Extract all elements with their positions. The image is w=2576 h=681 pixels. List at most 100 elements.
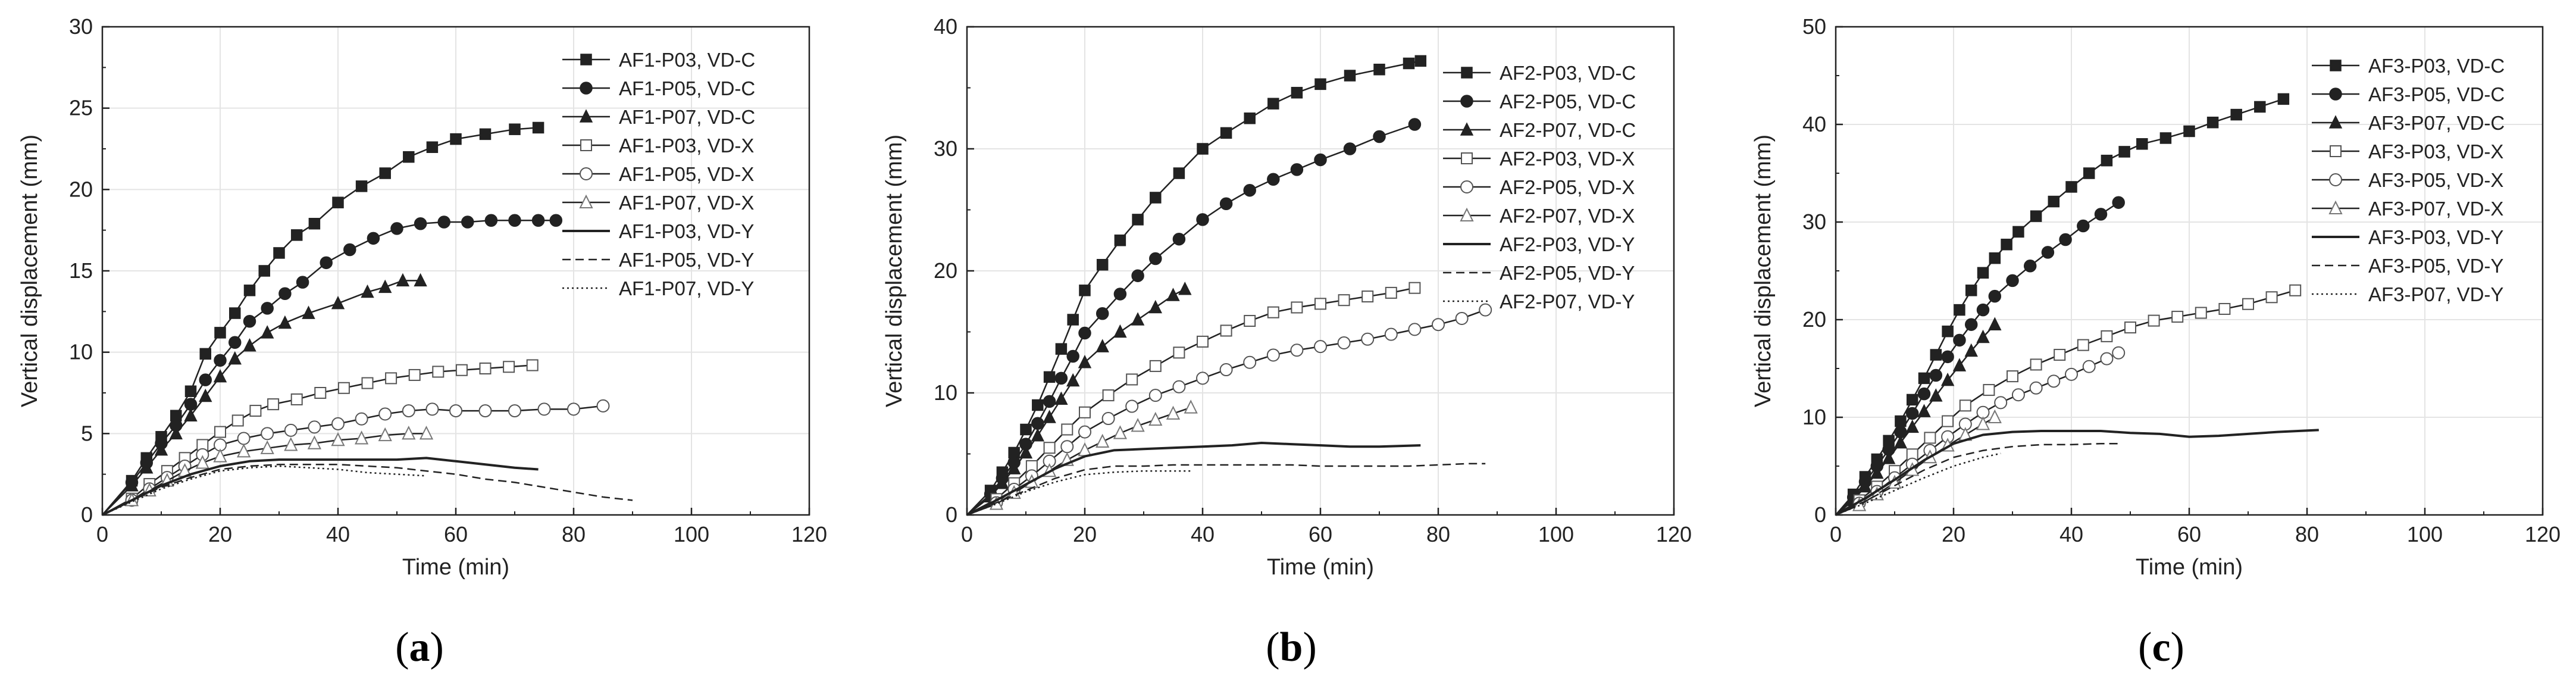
panel-b-series-af2-p03-vd-x-point bbox=[1338, 294, 1350, 307]
panel-a-legend-item-af1-p07-vd-c: AF1-P07, VD-C bbox=[562, 106, 755, 128]
panel-a-series-af1-p05-vd-c-point bbox=[508, 214, 521, 227]
panel-a-series-af1-p05-vd-x-point bbox=[308, 420, 321, 434]
panel-b-series-af2-p05-vd-x-point bbox=[1125, 399, 1139, 413]
panel-c-legend-item-af3-p07-vd-x-label: AF3-P07, VD-X bbox=[2368, 198, 2503, 220]
panel-a-series-af1-p05-vd-c-point bbox=[296, 276, 309, 289]
panel-a-legend-item-af1-p05-vd-x-label: AF1-P05, VD-X bbox=[619, 163, 754, 185]
panel-b-series-af2-p03-vd-c-point bbox=[1403, 57, 1415, 70]
panel-c-series-af3-p05-vd-c-point bbox=[1917, 387, 1931, 401]
panel-b-x-tick-label: 60 bbox=[1309, 522, 1332, 546]
panel-a-series-af1-p07-vd-x-point bbox=[236, 443, 251, 458]
panel-c-legend-item-af3-p05-vd-x-marker bbox=[2329, 173, 2342, 186]
panel-a-y-tick-label: 15 bbox=[69, 258, 93, 283]
panel-c-x-axis-title: Time (min) bbox=[2136, 555, 2243, 580]
panel-a-x-tick-label: 20 bbox=[208, 522, 232, 546]
panel-b-legend-item-af2-p03-vd-c-marker bbox=[1461, 67, 1473, 79]
panel-a-series-af1-p07-vd-c-point bbox=[260, 325, 274, 339]
panel-a-legend-item-af1-p03-vd-x-label: AF1-P03, VD-X bbox=[619, 135, 754, 157]
panel-b-series-af2-p07-vd-y bbox=[966, 470, 1191, 516]
panel-b-series-af2-p03-vd-c-point bbox=[1344, 70, 1356, 82]
panel-b-series-af2-p03-vd-c-point bbox=[1020, 423, 1032, 436]
panel-b-series-af2-p07-vd-c-point bbox=[1178, 282, 1192, 295]
panel-c-legend-item-af3-p07-vd-y: AF3-P07, VD-Y bbox=[2312, 283, 2503, 305]
panel-c-legend-item-af3-p03-vd-y-label: AF3-P03, VD-Y bbox=[2368, 226, 2503, 248]
panel-a-y-tick-label: 5 bbox=[81, 421, 93, 445]
panel-b-series-af2-p07-vd-x-point bbox=[1148, 411, 1163, 426]
panel-c-series-af3-p07-vd-c-point bbox=[1988, 317, 2002, 330]
panel-c-series-af3-p05-vd-x-point bbox=[2082, 360, 2096, 373]
panel-b-legend-item-af2-p03-vd-c: AF2-P03, VD-C bbox=[1443, 62, 1636, 84]
panel-c-series-af3-p07-vd-c-point bbox=[1917, 404, 1931, 417]
panel-b-label-open: ( bbox=[1266, 624, 1279, 670]
panel-c-label-open: ( bbox=[2138, 624, 2152, 670]
panel-b-series-af2-p03-vd-x-point bbox=[1079, 406, 1091, 418]
panel-a-series-af1-p05-vd-c-point bbox=[437, 215, 450, 229]
panel-a-series-af1-p03-vd-c-point bbox=[214, 327, 226, 339]
panel-b-series-af2-p07-vd-c-point bbox=[1113, 324, 1127, 338]
panel-c-series-af3-p05-vd-y bbox=[1835, 443, 2119, 516]
panel-b-y-tick-label: 20 bbox=[934, 258, 957, 283]
panel-a-series-af1-p07-vd-c-point bbox=[213, 368, 227, 383]
panel-b-legend-item-af2-p07-vd-c: AF2-P07, VD-C bbox=[1443, 119, 1636, 141]
panel-b-series-af2-p05-vd-c-point bbox=[1031, 417, 1044, 430]
panel-c-series-af3-p03-vd-c-point bbox=[2159, 132, 2172, 144]
panel-a-series-af1-p07-vd-c-point bbox=[228, 351, 242, 365]
panel-a-series-af1-p03-vd-x-point bbox=[337, 382, 350, 394]
panel-b-series-af2-p03-vd-x-point bbox=[1220, 324, 1232, 337]
panel-a-legend-item-af1-p05-vd-c-label: AF1-P05, VD-C bbox=[619, 77, 755, 99]
panel-a-series-af1-p03-vd-x bbox=[102, 359, 539, 516]
panel-a-series-af1-p05-vd-c-point bbox=[320, 256, 333, 270]
panel-b-legend-item-af2-p03-vd-x-label: AF2-P03, VD-X bbox=[1500, 148, 1635, 170]
panel-b-series-af2-p03-vd-c-point bbox=[1244, 113, 1256, 124]
panel-b-series-af2-p05-vd-x-point bbox=[1314, 340, 1327, 354]
panel-c-series-af3-p05-vd-c-point bbox=[2094, 208, 2108, 221]
panel-b-series-af2-p03-vd-x-point bbox=[1197, 335, 1209, 348]
panel-c-series-af3-p03-vd-x-point bbox=[2171, 311, 2184, 323]
panel-a-series-af1-p07-vd-x-point bbox=[331, 432, 345, 446]
panel-c-legend-item-af3-p03-vd-x-marker bbox=[2330, 145, 2342, 157]
panel-a-y-tick-label: 25 bbox=[69, 96, 93, 120]
panel-b-series-af2-p03-vd-c-point bbox=[1373, 64, 1385, 76]
panel-c-series-af3-p07-vd-x-point bbox=[1987, 409, 2002, 423]
panel-b-series-af2-p03-vd-c-point bbox=[1067, 314, 1079, 326]
panel-a-label-close: ) bbox=[430, 624, 444, 670]
panel-b-series-af2-p03-vd-c-point bbox=[1032, 399, 1044, 411]
panel-b-legend-item-af2-p07-vd-y-label: AF2-P07, VD-Y bbox=[1500, 290, 1635, 313]
panel-c-x-tick-label: 0 bbox=[1830, 522, 1842, 546]
panel-a-series-af1-p05-vd-x-point bbox=[478, 404, 492, 418]
panel-c-series-af3-p03-vd-x-point bbox=[2195, 307, 2207, 319]
panel-c-series-af3-p05-vd-c-point bbox=[2041, 246, 2055, 259]
panel-c-y-tick-label: 0 bbox=[1814, 502, 1826, 527]
panel-b-series-af2-p07-vd-c-point bbox=[1066, 373, 1080, 387]
panel-a-series-af1-p07-vd-c-point bbox=[184, 408, 198, 422]
panel-a-series-af1-p03-vd-x-point bbox=[361, 377, 374, 389]
panel-a-series-af1-p05-vd-c-point bbox=[199, 373, 212, 386]
panel-c-series-af3-p07-vd-c-point bbox=[1929, 388, 1943, 402]
panel-a-legend-item-af1-p07-vd-c-label: AF1-P07, VD-C bbox=[619, 106, 755, 128]
panel-b-series-af2-p03-vd-x-point bbox=[1291, 301, 1303, 314]
panel-c-series-af3-p03-vd-x-point bbox=[2218, 302, 2231, 315]
panel-b-legend-item-af2-p07-vd-c-marker bbox=[1460, 122, 1474, 136]
panel-c-series-af3-p07-vd-c-point bbox=[1940, 373, 1955, 386]
panel-b-series-af2-p05-vd-x-point bbox=[1432, 318, 1445, 332]
panel-a-series-af1-p03-vd-c-point bbox=[332, 196, 344, 208]
panel-b-series-af2-p05-vd-c-point bbox=[1196, 213, 1209, 226]
panel-c-series-af3-p05-vd-x-point bbox=[2065, 367, 2078, 381]
panel-a-legend-item-af1-p05-vd-c: AF1-P05, VD-C bbox=[562, 77, 755, 99]
panel-c-legend-item-af3-p07-vd-x-marker bbox=[2328, 200, 2343, 214]
panel-c-series-af3-p03-vd-x-point bbox=[2054, 349, 2066, 361]
panel-a-legend-item-af1-p03-vd-c-marker bbox=[580, 54, 592, 65]
panel-c-x-tick-label: 100 bbox=[2407, 522, 2443, 546]
panel-a-series-af1-p05-vd-x-point bbox=[508, 404, 521, 418]
panel-b-legend-item-af2-p07-vd-x-marker bbox=[1460, 207, 1474, 221]
panel-a-x-axis-title: Time (min) bbox=[402, 555, 509, 580]
panel-b-series-af2-p05-vd-x-point bbox=[1243, 355, 1257, 369]
panel-a-series-af1-p05-vd-c-point bbox=[367, 232, 380, 245]
panel-c-series-af3-p07-vd-c-point bbox=[1964, 343, 1978, 357]
panel-c-series-af3-p03-vd-c-point bbox=[2206, 116, 2219, 129]
panel-c-legend: AF3-P03, VD-C AF3-P05, VD-C AF3-P07, VD-C A… bbox=[2312, 55, 2505, 305]
panel-a-series-af1-p03-vd-c-point bbox=[273, 247, 285, 259]
panel-a-series-af1-p03-vd-x-point bbox=[455, 364, 468, 376]
panel-c-series-af3-p03-vd-x-point bbox=[2289, 284, 2302, 296]
panel-b-series-af2-p05-vd-c-point bbox=[1078, 326, 1091, 340]
